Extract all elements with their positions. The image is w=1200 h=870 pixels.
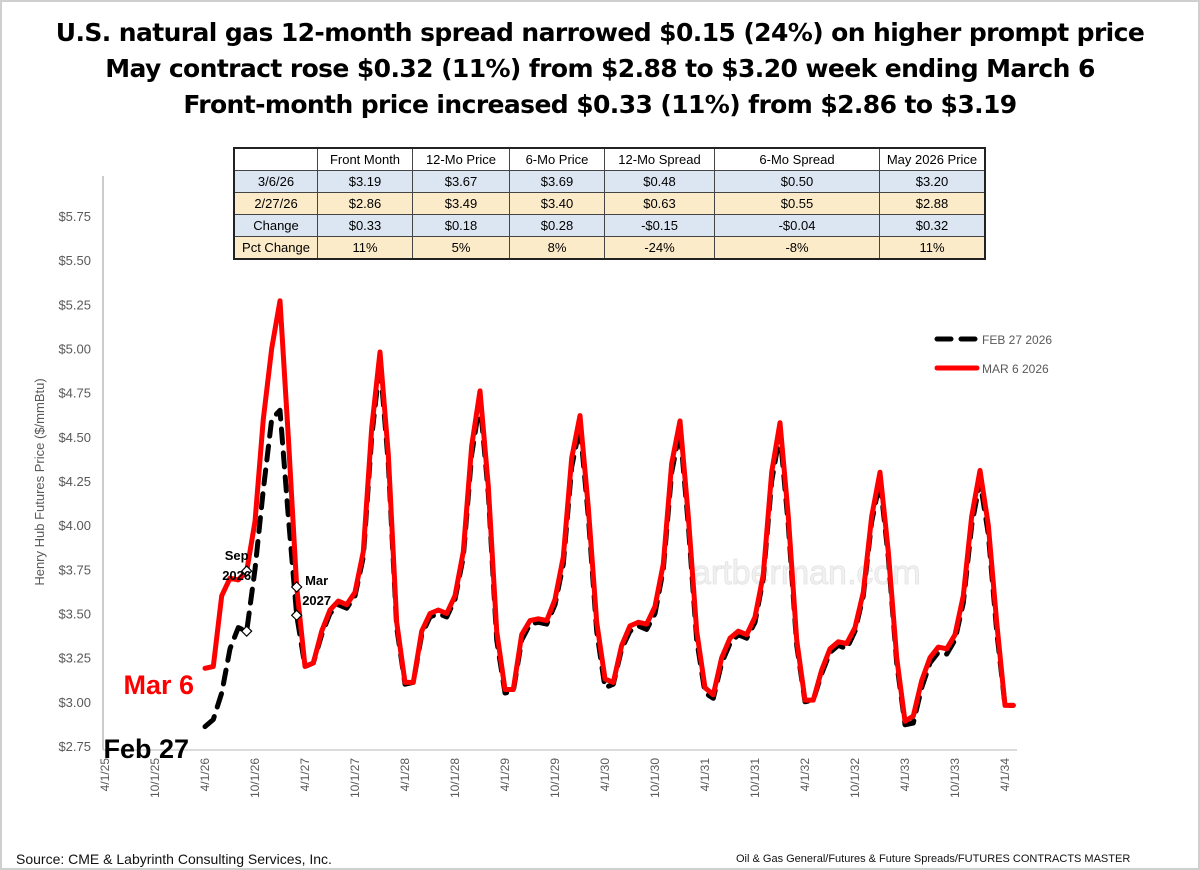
table-cell: $0.18 <box>412 214 510 237</box>
y-tick-label: $3.00 <box>58 695 91 710</box>
table-cell: $2.86 <box>317 192 413 215</box>
x-tick-label: 4/1/26 <box>198 758 212 792</box>
x-tick-label: 4/1/29 <box>498 758 512 792</box>
legend-label: MAR 6 2026 <box>982 362 1049 376</box>
x-tick-label: 10/1/27 <box>348 758 362 798</box>
table-cell: 8% <box>509 236 605 260</box>
table-cell: $0.28 <box>509 214 605 237</box>
table-cell: $3.19 <box>317 170 413 193</box>
chart-title-line-3: Front-month price increased $0.33 (11%) … <box>183 90 1017 119</box>
legend-label: FEB 27 2026 <box>982 333 1052 347</box>
series-label-mar-6: Mar 6 <box>123 670 194 700</box>
annotation-label: 2026 <box>222 568 251 583</box>
y-tick-label: $5.75 <box>58 209 91 224</box>
table-cell: 3/6/26 <box>233 170 318 193</box>
diamond-marker <box>240 565 253 577</box>
table-cell: 11% <box>879 236 986 260</box>
x-tick-label: 4/1/30 <box>598 758 612 792</box>
table-header-row: Front Month 12-Mo Price 6-Mo Price 12-Mo… <box>233 147 986 171</box>
x-tick-label: 4/1/25 <box>98 758 112 792</box>
table-cell: -$0.15 <box>604 214 715 237</box>
x-tick-label: 4/1/33 <box>898 758 912 792</box>
table-cell: -8% <box>714 236 880 260</box>
x-tick-label: 4/1/32 <box>798 758 812 792</box>
table-header-cell: May 2026 Price <box>879 147 986 171</box>
x-tick-label: 4/1/34 <box>998 758 1012 792</box>
x-tick-label: 10/1/33 <box>948 758 962 798</box>
diamond-marker <box>240 625 253 638</box>
table-cell: $0.32 <box>879 214 986 237</box>
table-header-cell: 12-Mo Spread <box>604 147 715 171</box>
table-cell: 5% <box>412 236 510 260</box>
y-tick-label: $5.00 <box>58 342 91 357</box>
table-cell: -$0.04 <box>714 214 880 237</box>
series-line-feb-27-2026 <box>202 360 1016 730</box>
table-cell: $0.33 <box>317 214 413 237</box>
x-tick-label: 4/1/27 <box>298 758 312 792</box>
chart-title-line-2: May contract rose $0.32 (11%) from $2.88… <box>105 54 1095 83</box>
table-cell: Change <box>233 214 318 237</box>
annotation-label: 2027 <box>302 593 331 608</box>
y-axis-title: Henry Hub Futures Price ($/mmBtu) <box>32 378 47 585</box>
table-cell: 2/27/26 <box>233 192 318 215</box>
x-tick-label: 10/1/26 <box>248 758 262 798</box>
x-tick-label: 10/1/30 <box>648 758 662 798</box>
y-tick-label: $4.75 <box>58 386 91 401</box>
summary-table: Front Month 12-Mo Price 6-Mo Price 12-Mo… <box>233 147 986 260</box>
y-tick-label: $3.25 <box>58 651 91 666</box>
x-tick-label: 10/1/25 <box>148 758 162 798</box>
file-path-note: Oil & Gas General/Futures & Future Sprea… <box>736 853 1131 865</box>
x-tick-label: 10/1/32 <box>848 758 862 798</box>
diamond-marker <box>290 609 303 622</box>
table-cell: Pct Change <box>233 236 318 260</box>
x-tick-label: 4/1/28 <box>398 758 412 792</box>
x-tick-label: 10/1/29 <box>548 758 562 798</box>
series-label-feb-27: Feb 27 <box>103 734 189 764</box>
y-tick-label: $5.25 <box>58 297 91 312</box>
table-row: Change $0.33 $0.18 $0.28 -$0.15 -$0.04 $0.32 <box>233 214 986 237</box>
x-tick-label: 10/1/31 <box>748 758 762 798</box>
y-tick-label: $2.75 <box>58 739 91 754</box>
y-tick-label: $3.75 <box>58 562 91 577</box>
table-header-cell: 6-Mo Spread <box>714 147 880 171</box>
table-cell: $0.63 <box>604 192 715 215</box>
y-tick-label: $4.00 <box>58 518 91 533</box>
annotation-label: Mar <box>305 573 328 588</box>
x-tick-label: 10/1/28 <box>448 758 462 798</box>
table-cell: 11% <box>317 236 413 260</box>
x-tick-label: 4/1/31 <box>698 758 712 792</box>
table-cell: $0.50 <box>714 170 880 193</box>
y-tick-label: $4.50 <box>58 430 91 445</box>
diamond-marker <box>290 581 303 593</box>
y-tick-label: $3.50 <box>58 607 91 622</box>
annotation-label: Sep <box>225 548 249 563</box>
table-cell: $0.48 <box>604 170 715 193</box>
y-tick-label: $4.25 <box>58 474 91 489</box>
table-header-cell: 12-Mo Price <box>412 147 510 171</box>
chart-title-line-1: U.S. natural gas 12-month spread narrowe… <box>55 18 1145 47</box>
series-line-mar-6-2026 <box>202 298 1016 724</box>
source-note: Source: CME & Labyrinth Consulting Servi… <box>16 851 332 867</box>
y-tick-label: $5.50 <box>58 253 91 268</box>
watermark: artberman.com <box>692 554 921 592</box>
table-cell: $3.40 <box>509 192 605 215</box>
table-row: Pct Change 11% 5% 8% -24% -8% 11% <box>233 236 986 260</box>
